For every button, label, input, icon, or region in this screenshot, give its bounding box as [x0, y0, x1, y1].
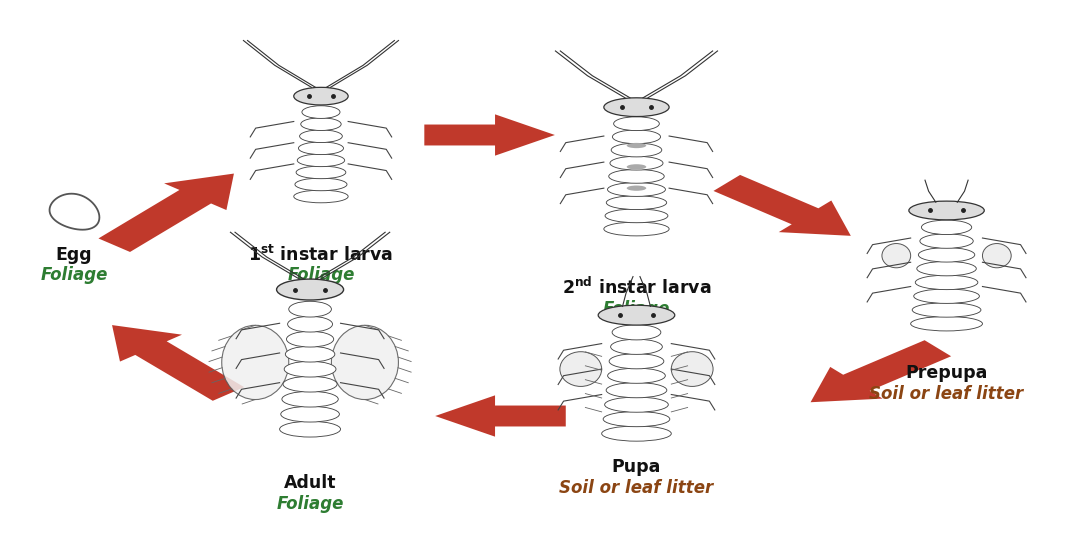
Text: Foliage: Foliage: [603, 300, 670, 317]
Ellipse shape: [298, 142, 344, 155]
Ellipse shape: [300, 118, 342, 131]
Ellipse shape: [611, 143, 662, 157]
Ellipse shape: [911, 316, 982, 331]
Text: Foliage: Foliage: [40, 267, 108, 284]
Ellipse shape: [606, 196, 667, 209]
Polygon shape: [50, 194, 99, 230]
Ellipse shape: [294, 190, 348, 203]
Text: Adult: Adult: [284, 474, 336, 492]
Ellipse shape: [222, 325, 288, 399]
Text: Prepupa: Prepupa: [905, 364, 988, 382]
Ellipse shape: [598, 305, 675, 325]
Ellipse shape: [285, 346, 335, 362]
Ellipse shape: [604, 98, 669, 116]
Ellipse shape: [284, 361, 336, 377]
Ellipse shape: [613, 130, 660, 144]
Text: Soil or leaf litter: Soil or leaf litter: [869, 385, 1024, 403]
Ellipse shape: [918, 247, 975, 262]
Ellipse shape: [282, 391, 338, 407]
Ellipse shape: [283, 376, 337, 392]
Ellipse shape: [294, 88, 348, 105]
Ellipse shape: [297, 154, 345, 166]
Ellipse shape: [607, 182, 666, 196]
Ellipse shape: [915, 275, 978, 290]
FancyArrow shape: [112, 325, 244, 401]
FancyArrow shape: [714, 175, 851, 236]
Text: 1$^\mathregular{st}$ instar larva: 1$^\mathregular{st}$ instar larva: [248, 245, 394, 264]
Ellipse shape: [627, 143, 646, 148]
Ellipse shape: [332, 325, 398, 399]
FancyArrow shape: [424, 115, 555, 155]
Ellipse shape: [919, 234, 974, 249]
Ellipse shape: [295, 178, 347, 191]
Ellipse shape: [627, 186, 646, 191]
Ellipse shape: [917, 261, 976, 276]
Ellipse shape: [288, 301, 332, 317]
Ellipse shape: [914, 289, 979, 304]
Ellipse shape: [299, 130, 343, 143]
Text: Foliage: Foliage: [276, 495, 344, 513]
Ellipse shape: [605, 397, 668, 412]
Text: 2$^\mathregular{nd}$ instar larva: 2$^\mathregular{nd}$ instar larva: [561, 277, 712, 298]
Ellipse shape: [301, 106, 339, 118]
Ellipse shape: [280, 422, 341, 437]
Text: Foliage: Foliage: [287, 267, 355, 284]
FancyArrow shape: [435, 396, 566, 436]
Ellipse shape: [609, 169, 665, 183]
Text: Soil or leaf litter: Soil or leaf litter: [559, 479, 714, 496]
Ellipse shape: [286, 331, 334, 347]
Text: Egg: Egg: [55, 246, 92, 263]
Ellipse shape: [922, 220, 972, 235]
Ellipse shape: [296, 166, 346, 179]
Ellipse shape: [609, 354, 664, 369]
Ellipse shape: [671, 352, 713, 386]
Ellipse shape: [882, 244, 911, 268]
Ellipse shape: [908, 201, 985, 220]
Ellipse shape: [602, 426, 671, 441]
Ellipse shape: [560, 352, 602, 386]
Ellipse shape: [607, 368, 666, 383]
Ellipse shape: [281, 406, 339, 422]
Ellipse shape: [610, 339, 663, 354]
Text: Pupa: Pupa: [611, 458, 662, 476]
Ellipse shape: [610, 156, 663, 170]
Ellipse shape: [603, 412, 670, 426]
Ellipse shape: [605, 209, 668, 223]
Ellipse shape: [627, 164, 646, 170]
Ellipse shape: [912, 302, 981, 317]
Ellipse shape: [614, 117, 659, 131]
Ellipse shape: [613, 325, 660, 340]
Ellipse shape: [606, 382, 667, 398]
Ellipse shape: [604, 222, 669, 236]
Ellipse shape: [287, 316, 333, 332]
Ellipse shape: [276, 279, 344, 300]
Ellipse shape: [982, 244, 1011, 268]
FancyArrow shape: [98, 174, 234, 252]
FancyArrow shape: [811, 340, 951, 402]
